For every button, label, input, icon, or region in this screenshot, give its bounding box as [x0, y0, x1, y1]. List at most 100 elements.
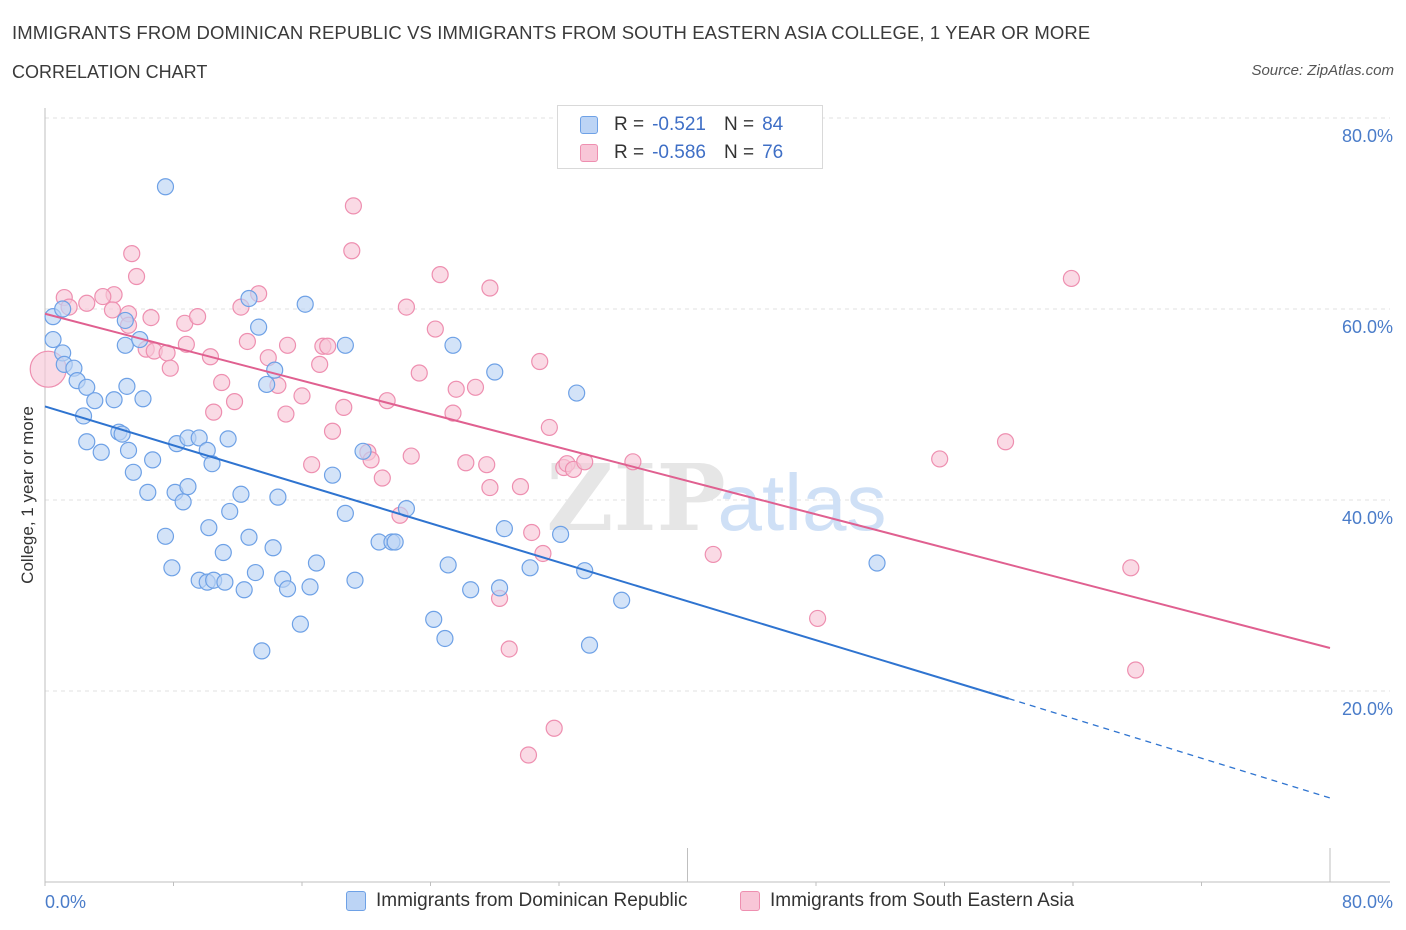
series-blue-points	[44, 178, 886, 660]
data-point-blue	[444, 336, 462, 354]
bottom-legend-label-blue: Immigrants from Dominican Republic	[376, 890, 688, 911]
data-point-blue	[336, 336, 354, 354]
data-point-pink	[511, 478, 530, 496]
data-point-blue	[92, 443, 110, 461]
data-point-blue	[253, 642, 271, 660]
legend-n-value: 76	[762, 142, 784, 163]
legend-r-value: -0.586	[652, 142, 706, 163]
data-point-pink	[343, 242, 361, 260]
stats-legend: R = -0.521 N = 84 R = -0.586 N = 76	[557, 105, 823, 169]
data-point-pink	[545, 719, 563, 737]
data-point-pink	[78, 294, 96, 312]
data-point-blue	[490, 579, 509, 597]
data-point-blue	[613, 591, 631, 609]
data-point-pink	[335, 398, 353, 416]
data-point-pink	[519, 746, 538, 764]
data-point-pink	[447, 380, 465, 398]
data-point-blue	[78, 378, 96, 396]
data-point-pink	[426, 320, 444, 338]
data-point-blue	[139, 483, 157, 501]
data-point-blue	[118, 377, 136, 395]
data-point-blue	[116, 311, 134, 330]
data-point-blue	[124, 463, 142, 481]
data-point-blue	[495, 520, 513, 538]
data-point-pink	[94, 287, 112, 306]
legend-n-label: N =	[723, 114, 755, 135]
data-point-blue	[291, 615, 309, 633]
legend-n-label: N =	[723, 142, 755, 163]
grid-lines	[45, 117, 1390, 692]
data-point-pink	[323, 422, 342, 440]
data-point-blue	[156, 527, 175, 545]
data-point-pink	[123, 245, 141, 263]
data-point-pink	[466, 378, 485, 396]
data-point-blue	[258, 375, 276, 394]
data-point-pink	[161, 359, 179, 377]
data-point-blue	[105, 391, 123, 409]
legend-swatch-pink	[580, 144, 598, 162]
data-point-pink	[534, 544, 552, 563]
legend-r-value: -0.521	[652, 114, 706, 135]
data-point-pink	[481, 279, 499, 297]
data-point-pink	[177, 335, 195, 353]
data-point-pink	[481, 478, 499, 497]
bottom-legend-label-pink: Immigrants from South Eastern Asia	[770, 890, 1075, 911]
data-point-pink	[1062, 269, 1080, 288]
data-point-pink	[523, 523, 541, 542]
data-point-pink	[704, 545, 722, 564]
data-point-blue	[235, 581, 253, 599]
data-point-blue	[386, 533, 404, 551]
data-point-blue	[134, 390, 152, 408]
x-tick-label-min: 0.0%	[45, 892, 86, 912]
data-point-pink	[293, 387, 311, 405]
trend-lines	[44, 312, 1331, 799]
data-point-blue	[86, 392, 104, 410]
data-point-blue	[580, 636, 599, 654]
data-point-blue	[354, 442, 372, 460]
data-point-pink	[373, 469, 391, 487]
watermark-atlas: atlas	[718, 458, 887, 547]
y-tick-label: 80.0%	[1342, 126, 1393, 146]
data-point-pink	[444, 404, 462, 422]
data-point-pink	[303, 456, 321, 474]
legend-row-pink: R = -0.586 N = 76	[580, 139, 783, 167]
data-point-blue	[219, 430, 237, 448]
data-point-blue	[119, 441, 138, 459]
data-point-blue	[425, 610, 443, 628]
data-point-blue	[144, 451, 162, 469]
data-point-pink	[402, 447, 420, 465]
data-point-pink	[478, 456, 496, 474]
data-point-blue	[163, 559, 181, 577]
data-point-pink	[277, 405, 295, 423]
data-point-blue	[278, 580, 297, 598]
y-tick-label: 40.0%	[1342, 508, 1393, 528]
legend-swatch-blue	[580, 116, 598, 134]
data-point-pink	[540, 418, 558, 437]
data-point-blue	[240, 528, 258, 546]
data-point-pink	[238, 332, 256, 351]
data-point-blue	[462, 581, 480, 599]
data-point-blue	[190, 429, 208, 447]
data-point-pink	[410, 364, 428, 382]
data-point-blue	[296, 295, 314, 313]
data-point-blue	[436, 629, 454, 648]
axes	[44, 108, 1390, 886]
data-point-blue	[44, 330, 62, 349]
data-point-blue	[174, 493, 192, 511]
legend-row-blue: R = -0.521 N = 84	[580, 111, 783, 139]
x-tick-label-max: 80.0%	[1342, 892, 1393, 912]
legend-n-value: 84	[762, 114, 784, 135]
data-point-blue	[179, 478, 197, 496]
data-point-pink	[996, 433, 1015, 451]
data-point-pink	[500, 640, 518, 658]
data-point-pink	[457, 454, 475, 472]
data-point-blue	[264, 539, 282, 557]
data-point-pink	[188, 308, 207, 326]
data-point-blue	[216, 573, 234, 591]
data-point-blue	[200, 519, 218, 537]
data-point-pink	[127, 267, 146, 286]
trend-line-blue	[44, 405, 1010, 700]
data-point-blue	[240, 289, 258, 308]
data-point-blue	[486, 363, 504, 381]
